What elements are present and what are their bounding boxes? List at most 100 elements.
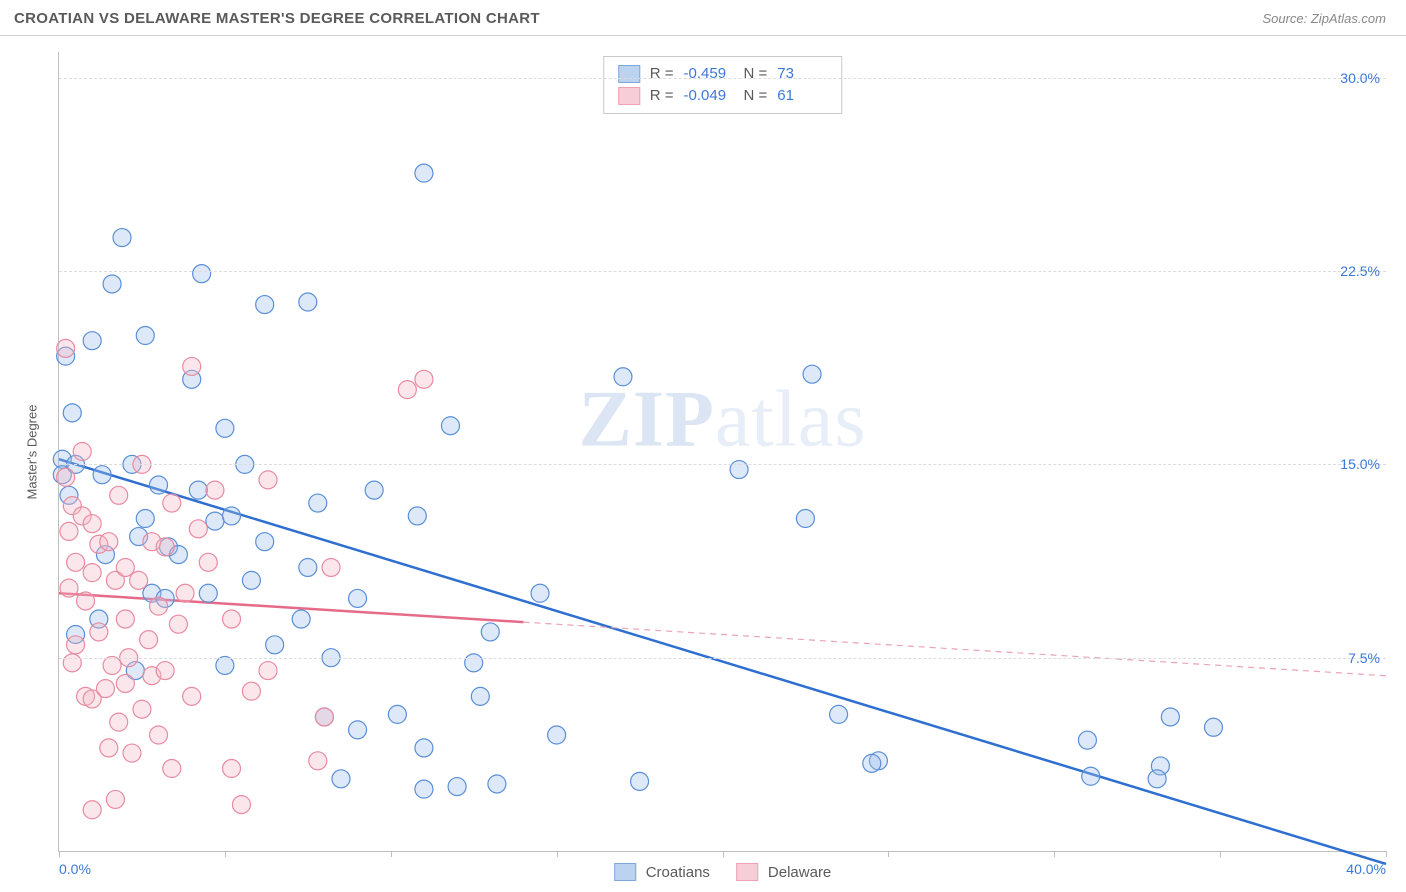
data-point: [1161, 708, 1179, 726]
data-point: [415, 370, 433, 388]
series-swatch: [736, 863, 758, 881]
x-tick: [1054, 851, 1055, 857]
data-point: [465, 654, 483, 672]
data-point: [163, 760, 181, 778]
data-point: [130, 571, 148, 589]
data-point: [169, 615, 187, 633]
x-tick: [723, 851, 724, 857]
x-tick: [1386, 851, 1387, 857]
data-point: [93, 466, 111, 484]
data-point: [183, 687, 201, 705]
data-point: [63, 404, 81, 422]
data-point: [309, 752, 327, 770]
data-point: [309, 494, 327, 512]
chart-header: CROATIAN VS DELAWARE MASTER'S DEGREE COR…: [0, 0, 1406, 36]
data-point: [77, 592, 95, 610]
gridline-h: [59, 271, 1386, 272]
data-point: [299, 558, 317, 576]
data-point: [90, 623, 108, 641]
data-point: [193, 265, 211, 283]
x-tick: [1220, 851, 1221, 857]
data-point: [1204, 718, 1222, 736]
data-point: [83, 515, 101, 533]
data-point: [471, 687, 489, 705]
data-point: [223, 760, 241, 778]
y-tick-label: 7.5%: [1348, 650, 1380, 666]
y-tick-label: 22.5%: [1340, 263, 1380, 279]
x-tick: [225, 851, 226, 857]
gridline-h: [59, 658, 1386, 659]
data-point: [136, 510, 154, 528]
data-point: [199, 584, 217, 602]
data-point: [448, 778, 466, 796]
points-layer: [59, 52, 1386, 851]
data-point: [67, 553, 85, 571]
data-point: [100, 739, 118, 757]
data-point: [57, 468, 75, 486]
y-tick-label: 15.0%: [1340, 456, 1380, 472]
data-point: [136, 327, 154, 345]
data-point: [349, 721, 367, 739]
source-attribution: Source: ZipAtlas.com: [1262, 11, 1386, 26]
gridline-h: [59, 78, 1386, 79]
data-point: [299, 293, 317, 311]
data-point: [531, 584, 549, 602]
data-point: [1082, 767, 1100, 785]
data-point: [83, 801, 101, 819]
data-point: [150, 597, 168, 615]
data-point: [259, 662, 277, 680]
data-point: [803, 365, 821, 383]
data-point: [206, 481, 224, 499]
data-point: [100, 533, 118, 551]
data-point: [830, 705, 848, 723]
data-point: [349, 589, 367, 607]
data-point: [206, 512, 224, 530]
data-point: [156, 538, 174, 556]
data-point: [163, 494, 181, 512]
data-point: [796, 510, 814, 528]
n-value: 73: [777, 63, 827, 85]
data-point: [183, 357, 201, 375]
data-point: [150, 476, 168, 494]
data-point: [106, 790, 124, 808]
data-point: [223, 610, 241, 628]
data-point: [123, 744, 141, 762]
data-point: [110, 713, 128, 731]
data-point: [631, 772, 649, 790]
data-point: [259, 471, 277, 489]
data-point: [266, 636, 284, 654]
y-axis-label: Master's Degree: [25, 405, 40, 500]
data-point: [156, 662, 174, 680]
data-point: [242, 571, 260, 589]
data-point: [110, 486, 128, 504]
data-point: [83, 564, 101, 582]
data-point: [176, 584, 194, 602]
data-point: [216, 419, 234, 437]
r-label: R =: [650, 85, 674, 107]
data-point: [332, 770, 350, 788]
data-point: [1078, 731, 1096, 749]
source-prefix: Source:: [1262, 11, 1310, 26]
legend-item: Croatians: [614, 863, 710, 881]
legend-label: Croatians: [646, 864, 710, 881]
legend-item: Delaware: [736, 863, 831, 881]
series-swatch: [618, 65, 640, 83]
data-point: [103, 275, 121, 293]
data-point: [242, 682, 260, 700]
scatter-plot: ZIPatlas R =-0.459N =73R =-0.049N =61 Cr…: [58, 52, 1386, 852]
data-point: [388, 705, 406, 723]
n-value: 61: [777, 85, 827, 107]
data-point: [116, 610, 134, 628]
y-tick-label: 30.0%: [1340, 70, 1380, 86]
data-point: [863, 754, 881, 772]
series-swatch: [618, 87, 640, 105]
data-point: [292, 610, 310, 628]
data-point: [730, 461, 748, 479]
data-point: [113, 229, 131, 247]
data-point: [96, 680, 114, 698]
data-point: [415, 780, 433, 798]
data-point: [103, 656, 121, 674]
data-point: [232, 796, 250, 814]
r-value: -0.049: [684, 85, 734, 107]
correlation-stats-legend: R =-0.459N =73R =-0.049N =61: [603, 56, 843, 114]
